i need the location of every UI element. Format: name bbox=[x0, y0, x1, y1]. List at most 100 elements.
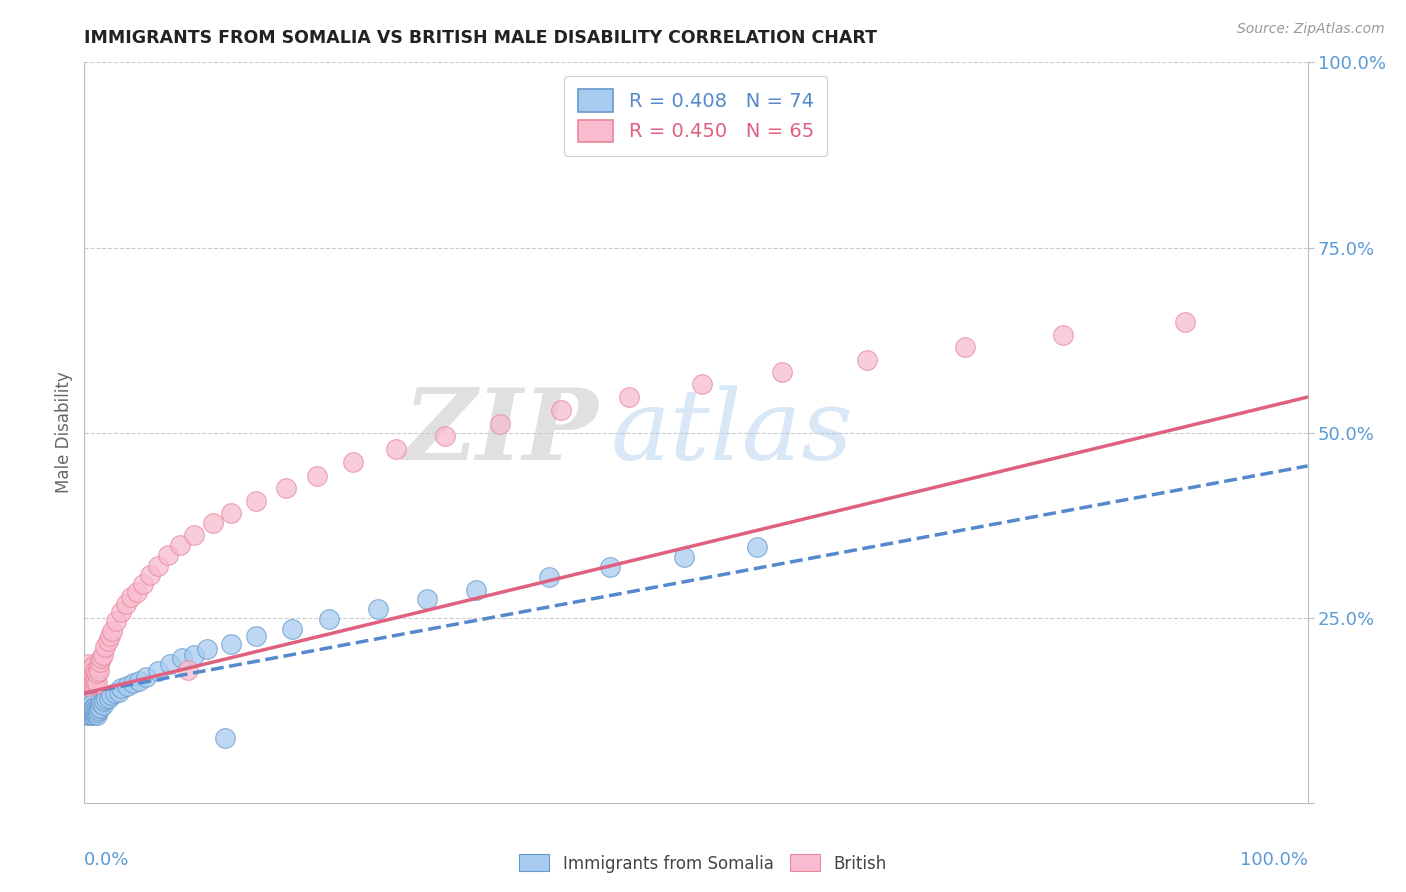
Point bbox=[183, 648, 205, 662]
Point bbox=[214, 731, 236, 745]
Point bbox=[86, 676, 108, 690]
Point bbox=[104, 686, 127, 700]
Point bbox=[76, 692, 98, 706]
Point bbox=[172, 651, 194, 665]
Point bbox=[76, 689, 98, 703]
Point bbox=[100, 689, 122, 703]
Point bbox=[77, 657, 100, 671]
Point bbox=[80, 676, 103, 690]
Point bbox=[76, 703, 98, 717]
Point bbox=[146, 664, 169, 678]
Point bbox=[84, 664, 107, 678]
Point bbox=[79, 672, 101, 686]
Point bbox=[77, 702, 100, 716]
Point bbox=[77, 693, 100, 707]
Point bbox=[77, 695, 100, 709]
Legend: Immigrants from Somalia, British: Immigrants from Somalia, British bbox=[513, 847, 893, 880]
Point bbox=[77, 690, 100, 705]
Point bbox=[305, 468, 328, 483]
Point bbox=[80, 706, 103, 721]
Point bbox=[83, 668, 105, 682]
Point bbox=[75, 666, 97, 681]
Point bbox=[82, 658, 104, 673]
Point bbox=[110, 681, 132, 695]
Point bbox=[538, 570, 561, 584]
Point bbox=[79, 702, 101, 716]
Point bbox=[80, 697, 103, 711]
Point bbox=[77, 696, 100, 710]
Point bbox=[76, 708, 98, 723]
Point bbox=[89, 655, 111, 669]
Point bbox=[76, 706, 98, 721]
Point bbox=[76, 672, 98, 686]
Point bbox=[76, 696, 98, 710]
Point bbox=[77, 699, 100, 714]
Point bbox=[747, 541, 769, 555]
Point bbox=[318, 612, 340, 626]
Point bbox=[76, 699, 98, 714]
Point bbox=[80, 701, 103, 715]
Point bbox=[690, 377, 713, 392]
Point bbox=[93, 693, 115, 707]
Point bbox=[416, 592, 439, 607]
Point bbox=[770, 365, 793, 379]
Point bbox=[385, 442, 408, 456]
Point bbox=[89, 701, 111, 715]
Point bbox=[77, 705, 100, 719]
Point bbox=[599, 560, 621, 574]
Point bbox=[77, 679, 100, 693]
Point bbox=[77, 703, 100, 717]
Point bbox=[80, 661, 103, 675]
Point bbox=[105, 615, 128, 629]
Text: atlas: atlas bbox=[610, 385, 853, 480]
Point bbox=[75, 673, 97, 688]
Point bbox=[132, 577, 155, 591]
Point bbox=[77, 706, 100, 720]
Point bbox=[139, 567, 162, 582]
Point bbox=[84, 702, 107, 716]
Point bbox=[90, 651, 112, 665]
Point bbox=[97, 634, 120, 648]
Point bbox=[77, 673, 100, 688]
Point bbox=[1174, 314, 1197, 328]
Point bbox=[79, 706, 101, 720]
Point bbox=[75, 692, 97, 706]
Point bbox=[84, 706, 107, 721]
Point bbox=[281, 622, 304, 636]
Point bbox=[672, 549, 695, 564]
Point bbox=[82, 666, 104, 681]
Point bbox=[77, 699, 100, 714]
Point bbox=[953, 341, 976, 355]
Point bbox=[125, 584, 148, 599]
Point bbox=[77, 670, 100, 684]
Point bbox=[91, 698, 114, 712]
Point bbox=[77, 666, 100, 681]
Point bbox=[75, 699, 97, 714]
Point bbox=[87, 664, 110, 678]
Point bbox=[77, 701, 100, 715]
Point bbox=[110, 605, 132, 619]
Point bbox=[76, 664, 98, 678]
Point bbox=[94, 640, 117, 655]
Text: Source: ZipAtlas.com: Source: ZipAtlas.com bbox=[1237, 22, 1385, 37]
Point bbox=[464, 582, 486, 597]
Point bbox=[77, 663, 100, 677]
Point bbox=[434, 429, 457, 443]
Point bbox=[183, 528, 205, 542]
Point bbox=[159, 657, 181, 671]
Text: 100.0%: 100.0% bbox=[1240, 851, 1308, 869]
Point bbox=[83, 706, 105, 720]
Text: IMMIGRANTS FROM SOMALIA VS BRITISH MALE DISABILITY CORRELATION CHART: IMMIGRANTS FROM SOMALIA VS BRITISH MALE … bbox=[84, 29, 877, 47]
Point bbox=[120, 590, 142, 604]
Point bbox=[135, 670, 157, 684]
Point bbox=[146, 558, 169, 573]
Point bbox=[79, 699, 101, 714]
Point bbox=[219, 506, 242, 520]
Point bbox=[86, 701, 108, 715]
Point bbox=[79, 695, 101, 709]
Point bbox=[107, 685, 129, 699]
Legend: R = 0.408   N = 74, R = 0.450   N = 65: R = 0.408 N = 74, R = 0.450 N = 65 bbox=[564, 76, 828, 156]
Point bbox=[82, 673, 104, 688]
Point bbox=[87, 661, 110, 675]
Point bbox=[245, 493, 267, 508]
